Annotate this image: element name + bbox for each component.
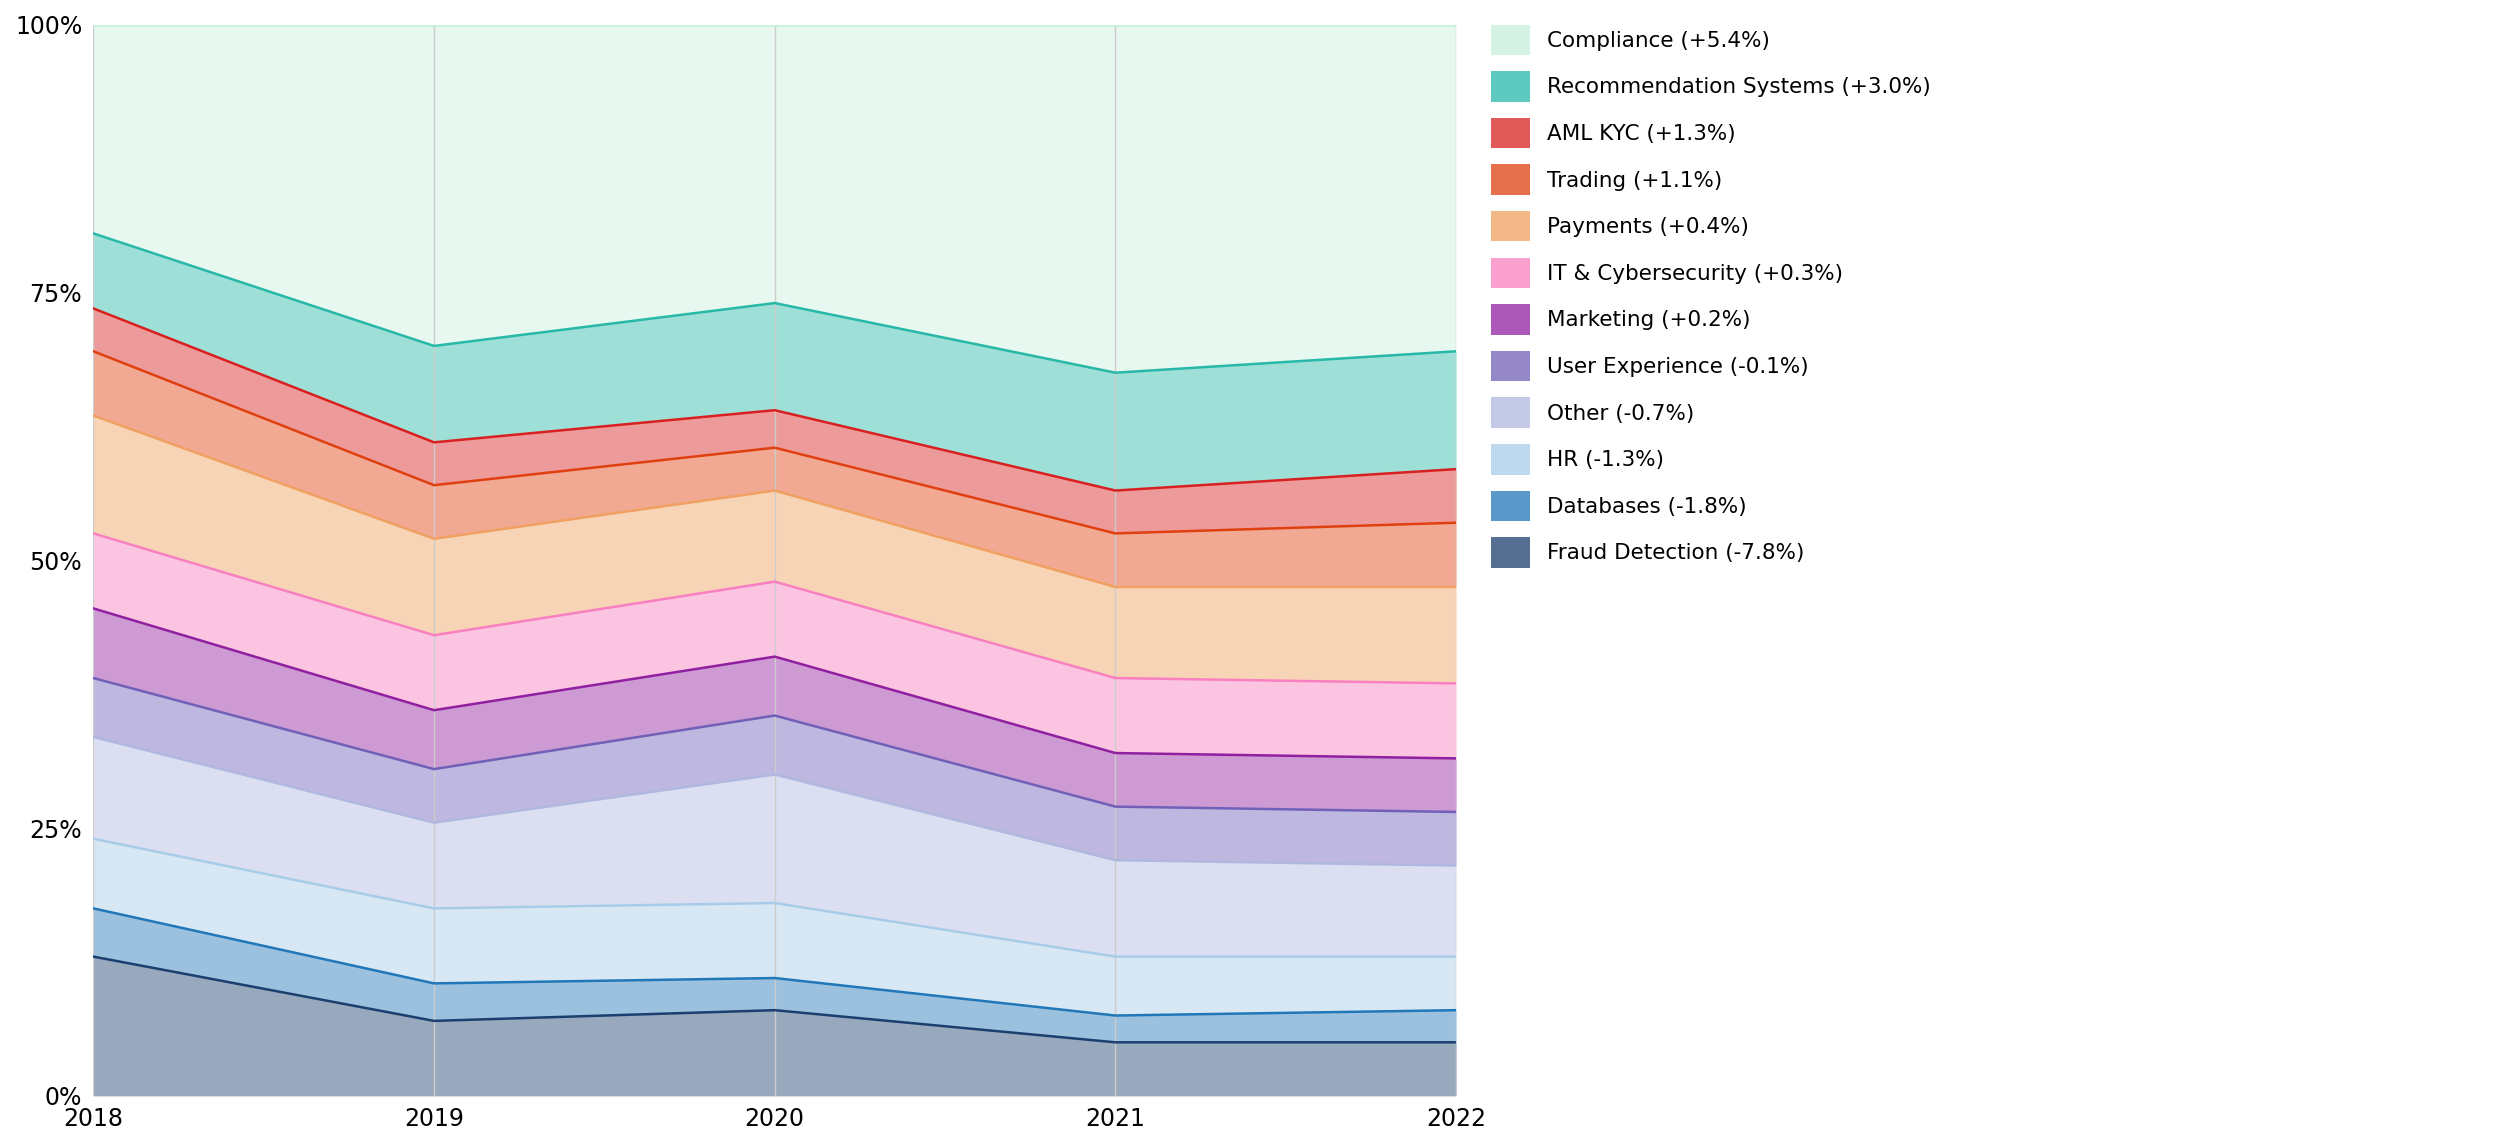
Legend: Compliance (+5.4%), Recommendation Systems (+3.0%), AML KYC (+1.3%), Trading (+1: Compliance (+5.4%), Recommendation Syste…	[1480, 14, 1942, 579]
